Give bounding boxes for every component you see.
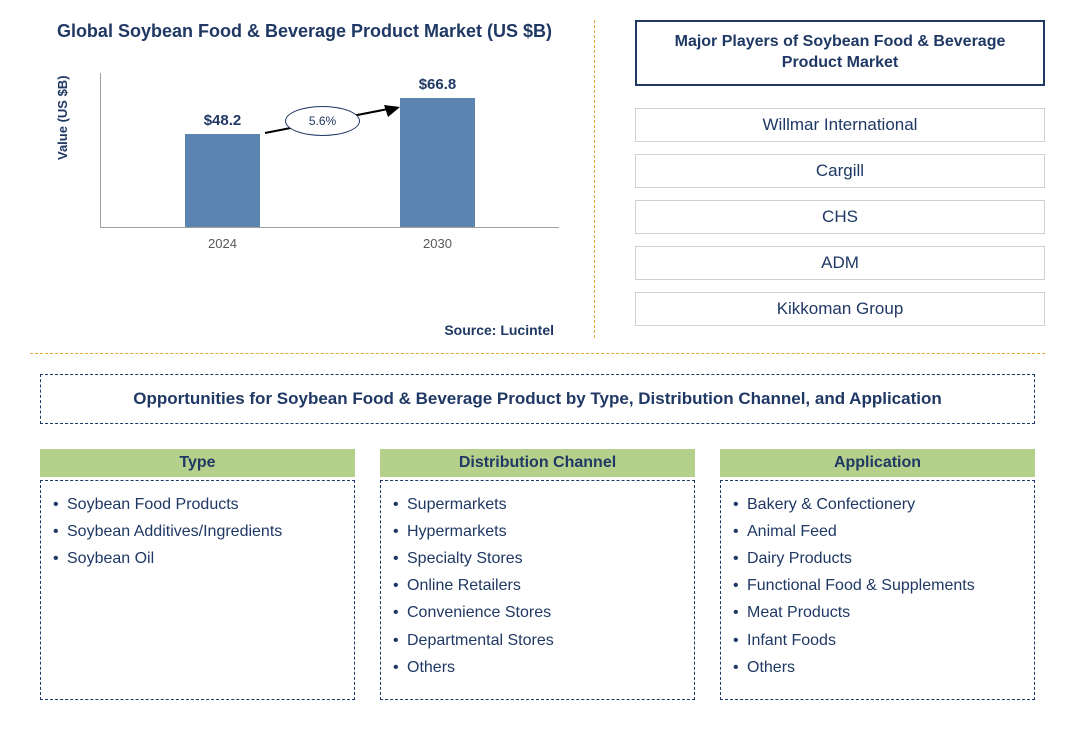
top-section: Global Soybean Food & Beverage Product M… [30,20,1045,354]
list-item: Specialty Stores [393,545,682,572]
list-item: Supermarkets [393,491,682,518]
column-body: SupermarketsHypermarketsSpecialty Stores… [380,480,695,700]
bar-value-label: $66.8 [400,76,475,93]
x-axis [100,227,559,228]
opportunity-column: Distribution Channel SupermarketsHypermar… [380,449,695,700]
player-box: ADM [635,246,1045,280]
list-item: Departmental Stores [393,627,682,654]
player-box: CHS [635,200,1045,234]
x-tick-label: 2024 [185,236,260,251]
list-item: Online Retailers [393,572,682,599]
bar-2030: $66.8 [400,98,475,227]
chart-title: Global Soybean Food & Beverage Product M… [30,20,579,43]
list-item: Functional Food & Supplements [733,572,1022,599]
column-body: Soybean Food ProductsSoybean Additives/I… [40,480,355,700]
list-item: Convenience Stores [393,599,682,626]
player-box: Willmar International [635,108,1045,142]
player-box: Kikkoman Group [635,292,1045,326]
column-header: Application [720,449,1035,477]
opportunities-title: Opportunities for Soybean Food & Beverag… [40,374,1035,424]
list-item: Infant Foods [733,627,1022,654]
chart-panel: Global Soybean Food & Beverage Product M… [30,20,595,338]
list-item: Hypermarkets [393,518,682,545]
bar-2024: $48.2 [185,134,260,227]
growth-rate-callout: 5.6% [285,106,360,136]
major-players-panel: Major Players of Soybean Food & Beverage… [595,20,1045,338]
source-label: Source: Lucintel [444,322,554,338]
x-tick-label: 2030 [400,236,475,251]
opportunities-columns: Type Soybean Food ProductsSoybean Additiv… [30,449,1045,700]
players-list: Willmar International Cargill CHS ADM Kikkom… [635,108,1045,326]
major-players-title: Major Players of Soybean Food & Beverage… [635,20,1045,86]
column-header: Distribution Channel [380,449,695,477]
list-item: Meat Products [733,599,1022,626]
chart-area: 5.6% $48.2 2024 $66.8 2030 [100,73,559,253]
list-item: Animal Feed [733,518,1022,545]
opportunity-column: Type Soybean Food ProductsSoybean Additiv… [40,449,355,700]
column-header: Type [40,449,355,477]
y-axis [100,73,101,228]
player-box: Cargill [635,154,1045,188]
list-item: Others [733,654,1022,681]
column-body: Bakery & ConfectioneryAnimal FeedDairy P… [720,480,1035,700]
list-item: Soybean Food Products [53,491,342,518]
list-item: Others [393,654,682,681]
bar-value-label: $48.2 [185,112,260,129]
opportunity-column: Application Bakery & ConfectioneryAnimal … [720,449,1035,700]
list-item: Soybean Oil [53,545,342,572]
chart-ylabel: Value (US $B) [55,75,70,160]
list-item: Bakery & Confectionery [733,491,1022,518]
list-item: Dairy Products [733,545,1022,572]
list-item: Soybean Additives/Ingredients [53,518,342,545]
growth-rate-value: 5.6% [309,114,336,128]
